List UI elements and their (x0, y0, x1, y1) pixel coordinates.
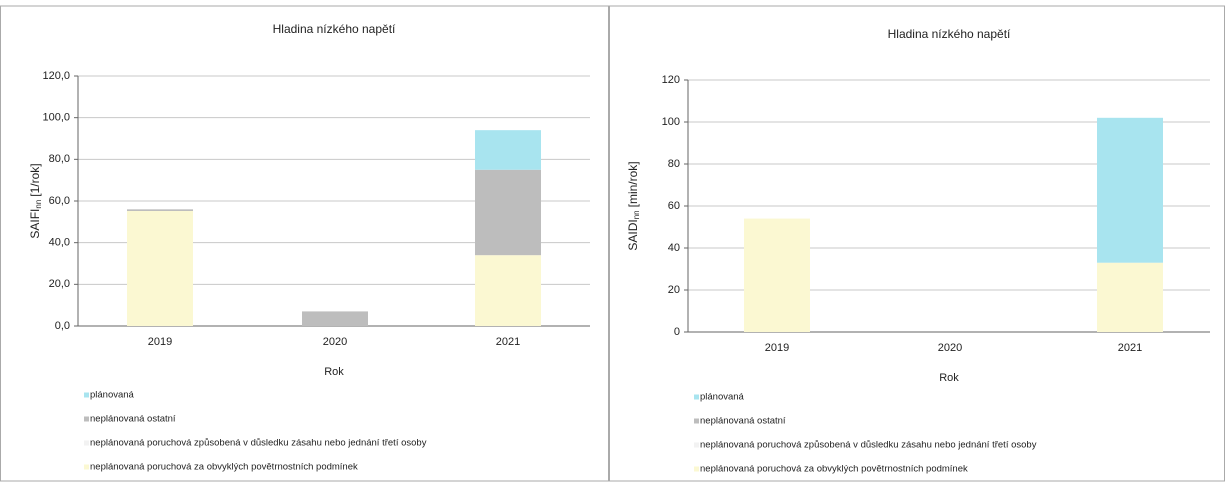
legend-label: plánovaná (90, 390, 135, 401)
legend-label: neplánovaná poruchová způsobená v důsled… (90, 438, 427, 449)
legend-label: neplánovaná poruchová za obvyklých povět… (700, 464, 968, 475)
panel-frame (0, 5, 609, 482)
y-tick-label: 120 (662, 74, 680, 86)
y-label-unit: [min/rok] (626, 161, 640, 207)
y-label-sub: nn (34, 200, 43, 209)
y-tick-label: 40,0 (49, 237, 70, 249)
x-tick-label: 2020 (938, 342, 962, 354)
legend-swatch (84, 416, 89, 422)
bar-segment (744, 218, 810, 332)
y-axis-label: SAIDInn [min/rok] (626, 161, 641, 250)
legend-swatch (694, 442, 699, 448)
legend-label: plánovaná (700, 392, 745, 403)
y-tick-label: 120,0 (42, 70, 70, 82)
y-label-unit: [1/rok] (28, 163, 42, 196)
bar-segment (1097, 262, 1163, 332)
bar-segment (475, 255, 541, 326)
y-label-main: SAIDI (626, 219, 640, 250)
y-tick-label: 100 (662, 116, 680, 128)
x-tick-label: 2021 (496, 336, 520, 348)
y-label-sub: nn (632, 210, 641, 219)
bar-segment (302, 311, 368, 326)
bar-segment (475, 169, 541, 256)
x-axis-label: Rok (939, 372, 959, 384)
legend-swatch (84, 440, 89, 446)
bar-segment (127, 209, 193, 211)
legend-swatch (84, 392, 89, 398)
y-tick-label: 60 (668, 200, 680, 212)
y-tick-label: 0,0 (55, 320, 70, 332)
y-tick-label: 80,0 (49, 153, 70, 165)
y-label-main: SAIFI (28, 209, 42, 239)
legend-swatch (84, 464, 89, 470)
legend-label: neplánovaná poruchová za obvyklých povět… (90, 462, 358, 473)
x-tick-label: 2019 (148, 336, 172, 348)
legend-label: neplánovaná poruchová způsobená v důsled… (700, 440, 1037, 451)
bar-segment (1097, 117, 1163, 263)
y-tick-label: 80 (668, 158, 680, 170)
bar-segment (475, 130, 541, 170)
x-tick-label: 2021 (1118, 342, 1142, 354)
y-tick-label: 0 (674, 326, 680, 338)
y-axis-label: SAIFInn [1/rok] (28, 163, 43, 238)
x-axis-label: Rok (324, 366, 344, 378)
legend-label: neplánovaná ostatní (700, 416, 786, 427)
legend-label: neplánovaná ostatní (90, 414, 176, 425)
bar-segment (127, 211, 193, 326)
chart-title: Hladina nízkého napětí (888, 27, 1011, 41)
y-tick-label: 20,0 (49, 278, 70, 290)
y-tick-label: 40 (668, 242, 680, 254)
x-tick-label: 2019 (765, 342, 789, 354)
y-tick-label: 60,0 (49, 195, 70, 207)
legend-swatch (694, 394, 699, 400)
y-tick-label: 20 (668, 284, 680, 296)
chart-title: Hladina nízkého napětí (273, 22, 396, 36)
x-tick-label: 2020 (323, 336, 347, 348)
legend-swatch (694, 466, 699, 472)
y-tick-label: 100,0 (42, 112, 70, 124)
legend-swatch (694, 418, 699, 424)
